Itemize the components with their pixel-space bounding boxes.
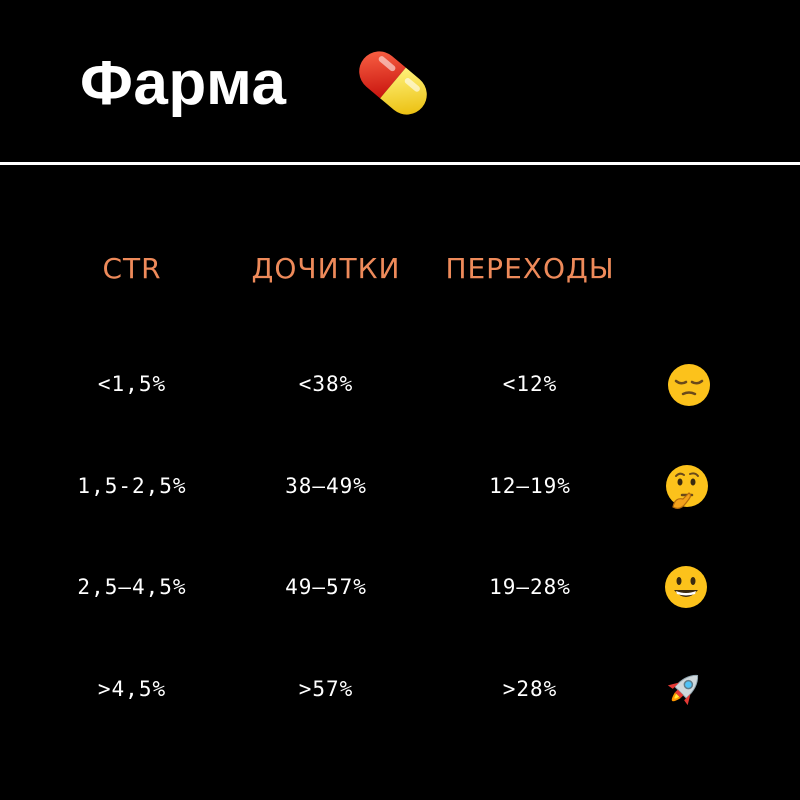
column-header-ctr: CTR: [102, 252, 162, 285]
table-cell-ctr: >4,5%: [97, 677, 167, 701]
thinking-face-icon: [666, 465, 708, 509]
table-cell-ctr: <1,5%: [97, 372, 167, 396]
table-cell-clicks: <12%: [502, 372, 558, 396]
table-cell-clicks: >28%: [502, 677, 558, 701]
pensive-face-icon: [668, 364, 710, 406]
divider: [0, 162, 800, 165]
table-cell-clicks: 19–28%: [489, 575, 571, 599]
table-cell-reads: 38–49%: [285, 474, 367, 498]
table-cell-ctr: 1,5-2,5%: [77, 474, 187, 498]
table-cell-reads: <38%: [298, 372, 354, 396]
title-row: Фарма: [80, 38, 286, 128]
column-header-clicks: ПЕРЕХОДЫ: [445, 252, 615, 285]
column-header-reads: ДОЧИТКИ: [251, 252, 401, 285]
table-cell-clicks: 12–19%: [489, 474, 571, 498]
table-cell-reads: 49–57%: [285, 575, 367, 599]
table-cell-reads: >57%: [298, 677, 354, 701]
pill-icon: [359, 51, 427, 115]
grinning-face-icon: [665, 566, 707, 608]
rocket-icon: [667, 674, 699, 706]
page-title: Фарма: [80, 48, 287, 118]
table-cell-ctr: 2,5–4,5%: [77, 575, 187, 599]
